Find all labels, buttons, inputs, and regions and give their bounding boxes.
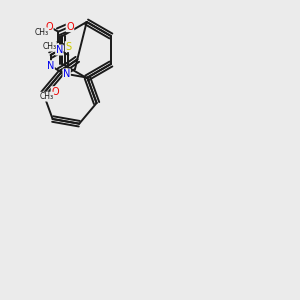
Text: CH₃: CH₃ [40, 92, 54, 101]
Text: O: O [66, 22, 74, 32]
Text: S: S [65, 42, 71, 52]
Text: N: N [56, 45, 63, 55]
Text: O: O [51, 87, 59, 97]
Text: O: O [46, 22, 53, 32]
Text: CH₃: CH₃ [34, 28, 49, 37]
Text: N: N [47, 61, 54, 71]
Text: CH₃: CH₃ [42, 42, 56, 51]
Text: N: N [63, 69, 70, 79]
